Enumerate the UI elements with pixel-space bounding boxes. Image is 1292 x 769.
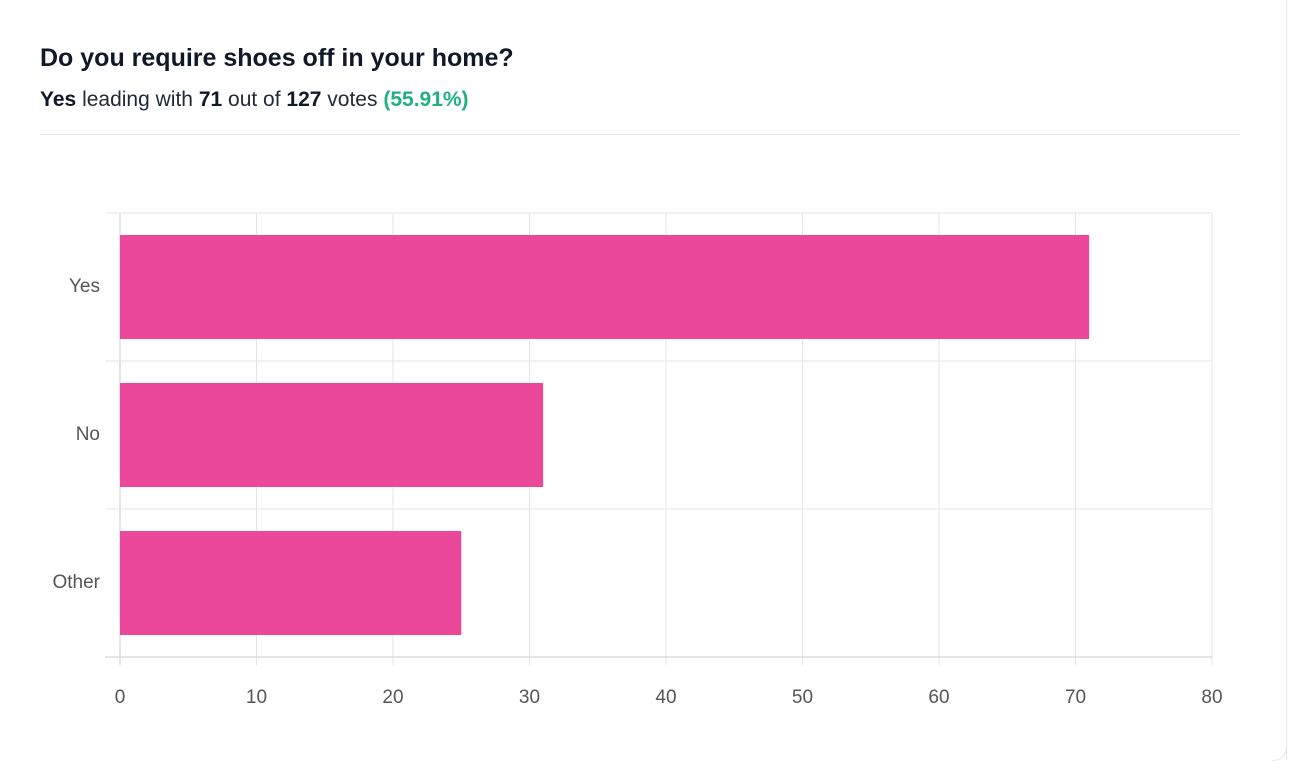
- divider: [40, 134, 1240, 135]
- leader-count: 71: [198, 88, 223, 111]
- x-tick-label: 70: [1065, 687, 1086, 708]
- x-tick-label: 0: [115, 687, 126, 708]
- x-tick-label: 40: [655, 687, 676, 708]
- y-tick-label: Other: [52, 572, 100, 593]
- poll-summary: Yes leading with 71 out of 127 votes (55…: [40, 88, 469, 112]
- bar: [120, 531, 462, 635]
- leader-percent: (55.91%): [383, 88, 469, 111]
- x-tick-label: 20: [382, 687, 403, 708]
- x-tick-label: 10: [246, 687, 267, 708]
- card-border: [1286, 0, 1287, 760]
- x-tick-label: 30: [519, 687, 540, 708]
- y-tick-label: Yes: [69, 276, 100, 297]
- summary-text: out of: [228, 88, 281, 111]
- bar: [120, 235, 1090, 339]
- x-tick-label: 80: [1201, 687, 1222, 708]
- x-tick-label: 60: [928, 687, 949, 708]
- summary-text: votes: [327, 88, 378, 111]
- x-tick-label: 50: [792, 687, 813, 708]
- y-tick-label: No: [76, 424, 100, 445]
- poll-title: Do you require shoes off in your home?: [40, 44, 514, 72]
- summary-text: leading with: [82, 88, 193, 111]
- bar: [120, 383, 544, 487]
- leader: Yes: [40, 88, 77, 111]
- total-count: 127: [286, 88, 322, 111]
